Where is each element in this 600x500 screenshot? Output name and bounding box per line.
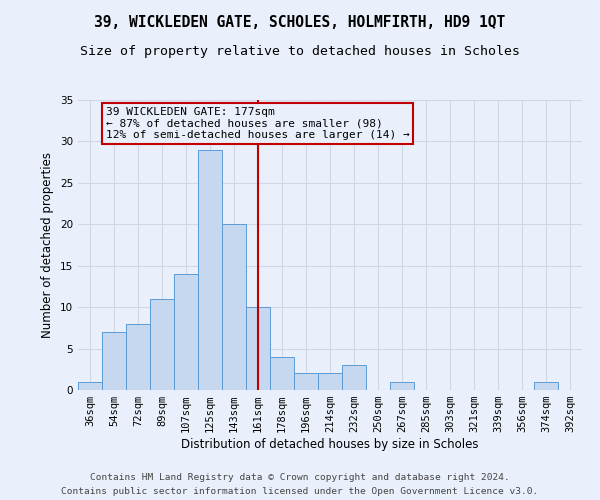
Text: Size of property relative to detached houses in Scholes: Size of property relative to detached ho… [80, 45, 520, 58]
Bar [150, 299, 174, 390]
Bar [294, 374, 318, 390]
Text: 39, WICKLEDEN GATE, SCHOLES, HOLMFIRTH, HD9 1QT: 39, WICKLEDEN GATE, SCHOLES, HOLMFIRTH, … [94, 15, 506, 30]
Bar [342, 365, 366, 390]
Text: Contains public sector information licensed under the Open Government Licence v3: Contains public sector information licen… [61, 488, 539, 496]
Bar [270, 357, 294, 390]
X-axis label: Distribution of detached houses by size in Scholes: Distribution of detached houses by size … [181, 438, 479, 451]
Bar [78, 382, 102, 390]
Bar [390, 382, 414, 390]
Bar [222, 224, 246, 390]
Text: 39 WICKLEDEN GATE: 177sqm
← 87% of detached houses are smaller (98)
12% of semi-: 39 WICKLEDEN GATE: 177sqm ← 87% of detac… [106, 106, 409, 140]
Bar [102, 332, 126, 390]
Bar [318, 374, 342, 390]
Bar [534, 382, 558, 390]
Y-axis label: Number of detached properties: Number of detached properties [41, 152, 55, 338]
Text: Contains HM Land Registry data © Crown copyright and database right 2024.: Contains HM Land Registry data © Crown c… [90, 472, 510, 482]
Bar [126, 324, 150, 390]
Bar [246, 307, 270, 390]
Bar [174, 274, 198, 390]
Bar [198, 150, 222, 390]
